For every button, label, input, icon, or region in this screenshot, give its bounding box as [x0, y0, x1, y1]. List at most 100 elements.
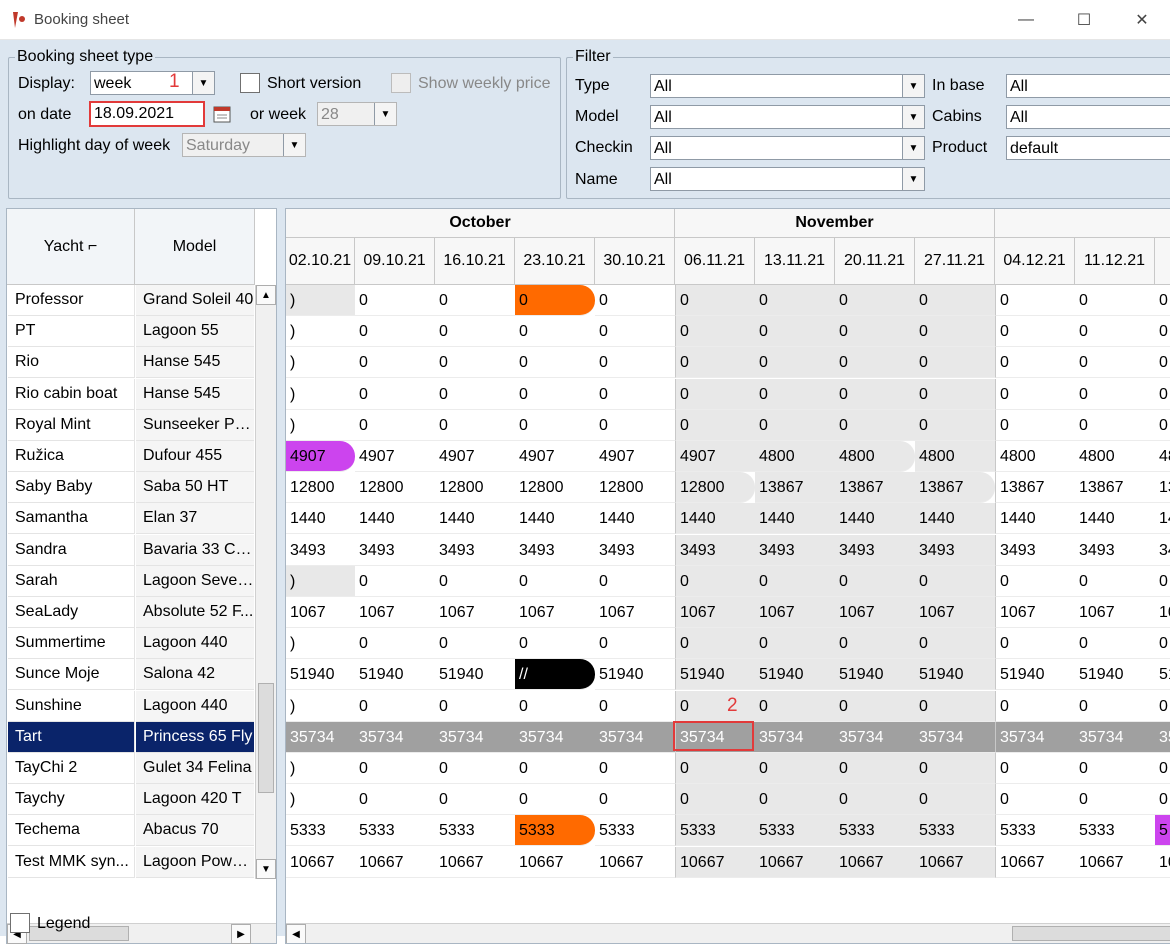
- price-cell[interactable]: 51940: [435, 659, 515, 691]
- price-cell[interactable]: 4800: [915, 441, 995, 472]
- price-cell[interactable]: 0: [1075, 410, 1155, 441]
- price-cell[interactable]: 10667: [835, 846, 915, 878]
- price-cell[interactable]: 0: [1155, 379, 1170, 410]
- price-cell[interactable]: 10667: [755, 846, 835, 878]
- price-cell[interactable]: 3493: [515, 535, 595, 566]
- yacht-name-cell[interactable]: Samantha: [8, 503, 135, 535]
- display-select[interactable]: week ▼: [90, 71, 215, 95]
- price-cell[interactable]: 35734: [595, 721, 675, 753]
- yacht-model-cell[interactable]: Lagoon 420 T: [136, 784, 254, 816]
- price-cell[interactable]: 0: [835, 409, 915, 441]
- price-cell[interactable]: 0: [515, 347, 595, 379]
- yacht-name-cell[interactable]: Summertime: [8, 628, 135, 660]
- price-cell[interactable]: 35734: [435, 721, 515, 753]
- short-version-checkbox[interactable]: [240, 73, 260, 93]
- price-cell[interactable]: 35734: [1075, 721, 1155, 753]
- price-cell[interactable]: 0: [515, 691, 595, 722]
- price-cell[interactable]: 0: [915, 690, 995, 722]
- yacht-model-cell[interactable]: Elan 37: [136, 503, 254, 535]
- price-cell[interactable]: 0: [435, 628, 515, 660]
- price-cell[interactable]: 0: [1155, 691, 1170, 722]
- booking-cell[interactable]: 5333: [515, 815, 595, 847]
- price-cell[interactable]: 1067: [1075, 597, 1155, 628]
- yacht-name-cell[interactable]: Royal Mint: [8, 409, 135, 441]
- price-cell[interactable]: 0: [435, 316, 515, 348]
- chevron-down-icon[interactable]: ▼: [902, 75, 924, 97]
- price-cell[interactable]: 0: [755, 628, 835, 660]
- price-cell[interactable]: 51940: [915, 659, 995, 691]
- booking-cell[interactable]: //: [515, 659, 595, 691]
- price-cell[interactable]: 4907: [355, 441, 435, 472]
- yacht-name-cell[interactable]: Techema: [8, 815, 135, 847]
- yacht-model-cell[interactable]: Gulet 34 Felina: [136, 753, 254, 784]
- yacht-model-cell[interactable]: Princess 65 Fly: [136, 721, 254, 753]
- price-cell[interactable]: 0: [435, 566, 515, 597]
- price-cell[interactable]: 0: [595, 628, 675, 660]
- price-cell[interactable]: 0: [1075, 628, 1155, 660]
- minimize-button[interactable]: —: [1018, 11, 1034, 28]
- price-cell[interactable]: 51940: [355, 659, 435, 691]
- price-cell[interactable]: 0: [915, 753, 995, 784]
- price-cell[interactable]: 0: [675, 753, 755, 784]
- price-cell[interactable]: 0: [915, 784, 995, 816]
- price-cell[interactable]: 0: [595, 566, 675, 597]
- price-cell[interactable]: 0: [755, 565, 835, 597]
- price-cell[interactable]: 13: [1155, 472, 1170, 504]
- price-cell[interactable]: 0: [1075, 753, 1155, 784]
- price-cell[interactable]: 51940: [995, 659, 1075, 691]
- price-cell[interactable]: 51940: [286, 659, 355, 691]
- price-cell[interactable]: 0: [675, 409, 755, 441]
- price-cell[interactable]: 48: [1155, 441, 1170, 472]
- price-cell[interactable]: 0: [515, 753, 595, 784]
- cabins-select[interactable]: All: [1006, 105, 1170, 129]
- price-cell[interactable]: 0: [835, 690, 915, 722]
- price-cell[interactable]: 0: [995, 347, 1075, 379]
- inbase-select[interactable]: All: [1006, 74, 1170, 98]
- week-header[interactable]: 09.10.21: [355, 238, 435, 285]
- price-cell[interactable]: 1440: [515, 503, 595, 535]
- price-cell[interactable]: 3493: [915, 534, 995, 566]
- price-cell[interactable]: 0: [995, 316, 1075, 348]
- price-cell[interactable]: 1067: [835, 597, 915, 628]
- price-cell[interactable]: 10667: [435, 847, 515, 878]
- week-header[interactable]: 11.12.21: [1075, 238, 1155, 285]
- price-cell[interactable]: 1067: [995, 597, 1075, 628]
- price-cell[interactable]: 0: [835, 316, 915, 348]
- price-cell[interactable]: 4907: [515, 441, 595, 472]
- price-cell[interactable]: 0: [1075, 566, 1155, 597]
- price-cell[interactable]: 4907: [435, 441, 515, 472]
- price-cell[interactable]: ): [286, 410, 355, 441]
- price-cell[interactable]: 0: [435, 691, 515, 722]
- yacht-model-cell[interactable]: Absolute 52 F...: [136, 597, 254, 628]
- week-header[interactable]: 04.12.21: [995, 238, 1075, 285]
- close-button[interactable]: ✕: [1135, 12, 1149, 29]
- price-cell[interactable]: 1067: [286, 597, 355, 628]
- price-cell[interactable]: 4800: [995, 441, 1075, 472]
- price-cell[interactable]: 3493: [595, 535, 675, 566]
- price-cell[interactable]: 0: [355, 753, 435, 784]
- week-header[interactable]: 13.11.21: [755, 238, 835, 285]
- price-cell[interactable]: 3493: [286, 535, 355, 566]
- price-cell[interactable]: 5333: [995, 815, 1075, 847]
- price-cell[interactable]: 0: [355, 566, 435, 597]
- price-cell[interactable]: 0: [675, 347, 755, 379]
- price-cell[interactable]: 0: [755, 378, 835, 410]
- chevron-down-icon[interactable]: ▼: [283, 134, 305, 156]
- type-select[interactable]: All ▼: [650, 74, 925, 98]
- week-header[interactable]: 16.10.21: [435, 238, 515, 285]
- vertical-scrollbar[interactable]: ▲ ▼: [255, 285, 276, 879]
- week-header[interactable]: 06.11.21: [675, 238, 755, 285]
- legend-checkbox[interactable]: [10, 913, 30, 933]
- booking-cell[interactable]: 5: [1155, 815, 1170, 847]
- price-cell[interactable]: 1440: [995, 503, 1075, 535]
- price-cell[interactable]: 0: [1155, 316, 1170, 348]
- price-cell[interactable]: 0: [915, 316, 995, 348]
- price-cell[interactable]: 0: [355, 285, 435, 316]
- booking-cell[interactable]: 0: [515, 285, 595, 316]
- yacht-model-cell[interactable]: Lagoon 440: [136, 690, 254, 722]
- price-cell[interactable]: 0: [435, 347, 515, 379]
- yacht-name-cell[interactable]: Saby Baby: [8, 472, 135, 504]
- price-cell[interactable]: 0: [1075, 285, 1155, 316]
- yacht-name-cell[interactable]: Taychy: [8, 784, 135, 816]
- yacht-name-cell[interactable]: Sunce Moje: [8, 659, 135, 691]
